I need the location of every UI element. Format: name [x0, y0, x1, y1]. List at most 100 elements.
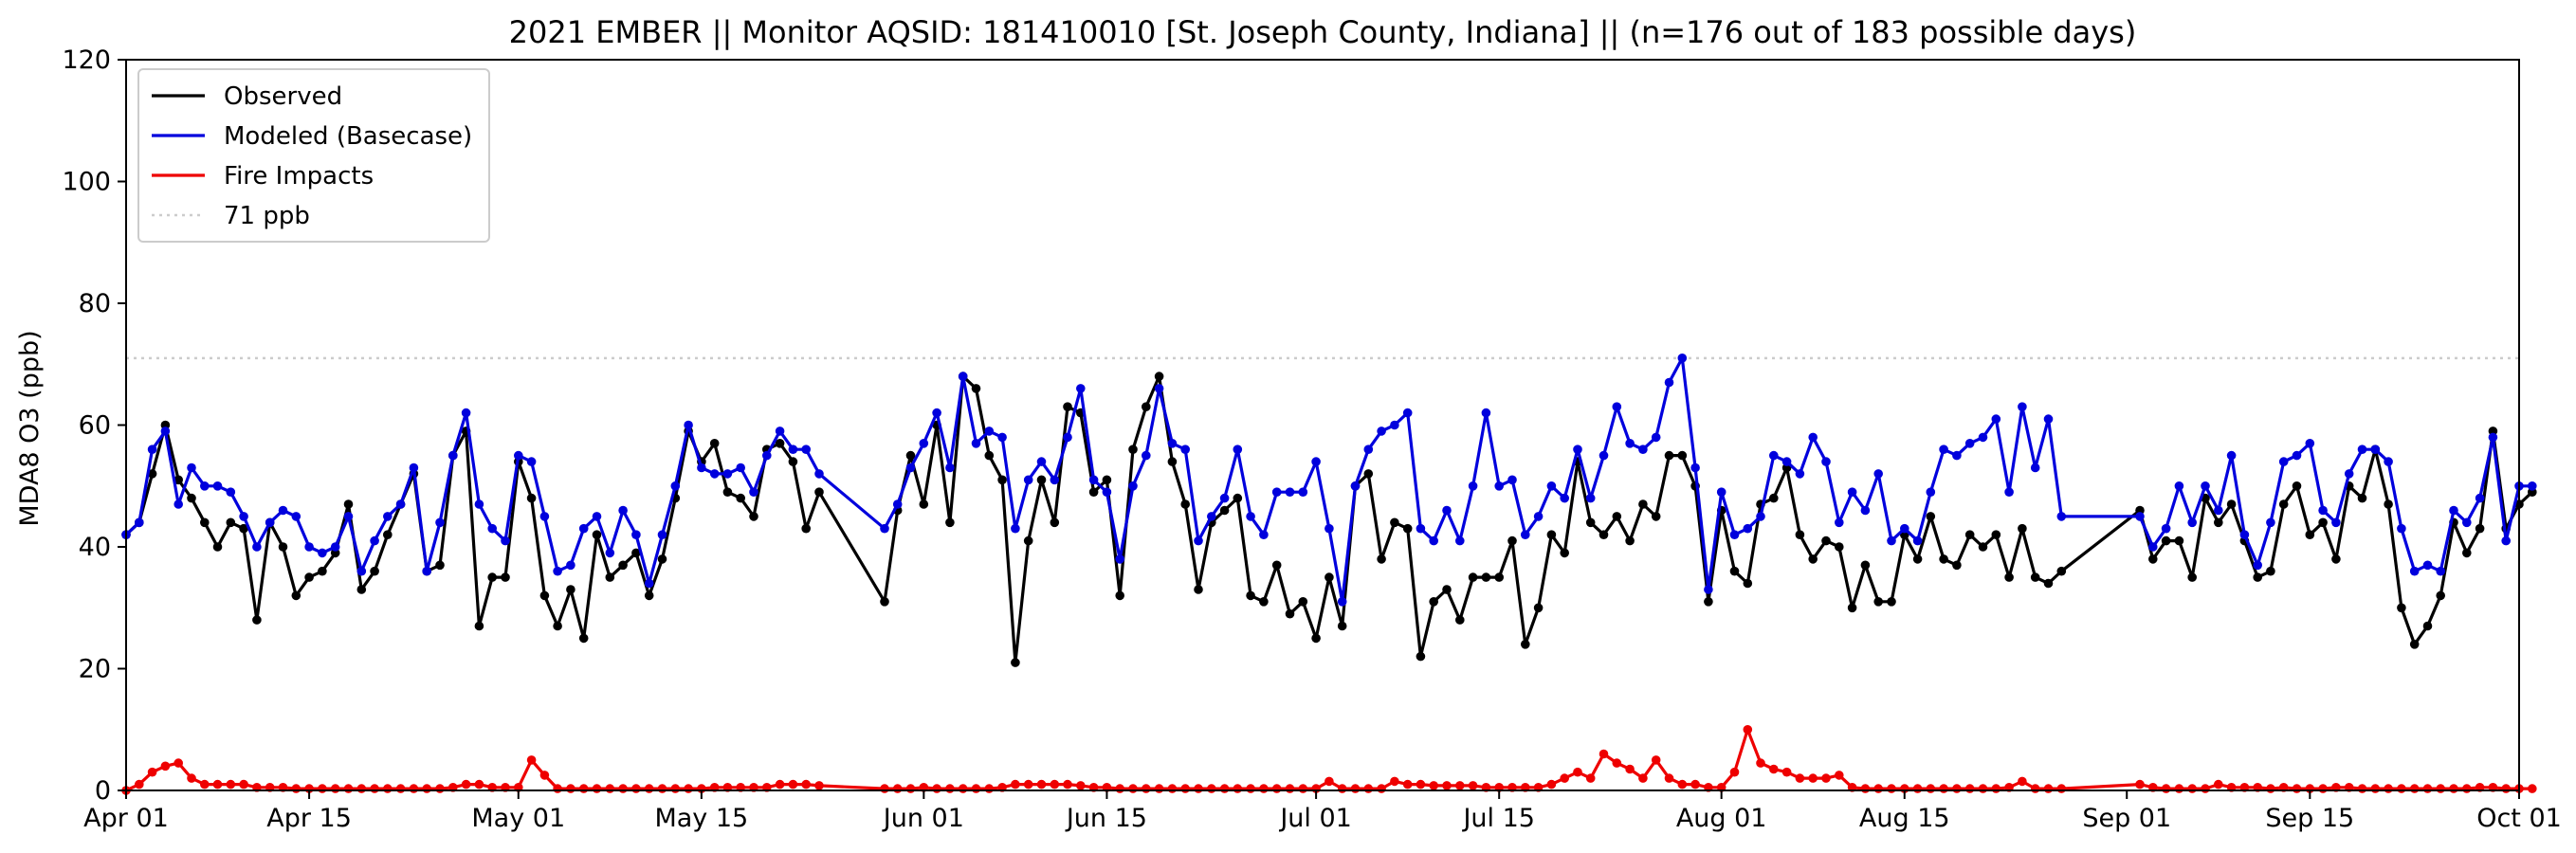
data-point: [2449, 784, 2458, 793]
data-point: [356, 784, 367, 793]
data-point: [605, 548, 615, 558]
data-point: [435, 784, 445, 793]
data-point: [1900, 523, 1909, 534]
data-point: [2018, 523, 2027, 534]
data-point: [1507, 535, 1517, 546]
data-point: [448, 450, 458, 461]
x-tick-label: Sep 15: [2265, 804, 2354, 833]
data-point: [2409, 640, 2420, 649]
data-point: [539, 512, 550, 521]
data-point: [1246, 512, 1255, 521]
data-point: [1769, 493, 1779, 503]
data-point: [1416, 779, 1426, 789]
data-point: [1350, 784, 1361, 793]
data-point: [2266, 517, 2275, 528]
data-point: [1390, 420, 1399, 430]
x-tick-label: May 01: [471, 804, 565, 833]
data-point: [239, 512, 248, 521]
x-tick-label: Aug 15: [1859, 804, 1950, 833]
data-point: [1128, 784, 1138, 793]
data-point: [2226, 450, 2237, 461]
data-point: [1926, 784, 1936, 793]
data-point: [252, 542, 262, 552]
data-point: [435, 517, 445, 528]
data-point: [2148, 554, 2158, 564]
data-point: [187, 493, 196, 503]
data-point: [670, 481, 681, 491]
data-point: [1481, 408, 1491, 418]
data-point: [1337, 597, 1347, 607]
data-point: [1964, 784, 1975, 793]
data-point: [1952, 560, 1962, 571]
data-point: [514, 450, 523, 461]
data-point: [788, 457, 798, 466]
data-point: [709, 469, 720, 479]
data-point: [958, 784, 968, 793]
data-point: [1337, 621, 1347, 631]
data-point: [304, 542, 314, 552]
data-point: [1285, 487, 1295, 497]
data-point: [709, 439, 720, 448]
data-point: [1821, 773, 1831, 783]
data-point: [1873, 784, 1883, 793]
data-point: [2501, 784, 2511, 793]
data-point: [1088, 487, 1099, 497]
data-point: [2004, 487, 2014, 497]
data-point: [1494, 481, 1504, 491]
data-point: [2462, 517, 2472, 528]
data-point: [160, 426, 171, 436]
data-point: [566, 560, 575, 571]
data-point: [2174, 784, 2184, 793]
data-point: [474, 779, 484, 789]
data-point: [1063, 779, 1072, 789]
data-point: [2318, 784, 2328, 793]
data-point: [1036, 779, 1047, 789]
data-point: [461, 408, 471, 418]
data-point: [2030, 784, 2040, 793]
data-point: [932, 408, 941, 418]
data-point: [644, 578, 654, 589]
data-point: [1325, 572, 1334, 582]
data-point: [1481, 572, 1491, 582]
data-point: [2239, 530, 2250, 539]
data-point: [2214, 517, 2223, 528]
data-point: [1873, 597, 1883, 607]
data-point: [1363, 469, 1374, 479]
data-point: [1076, 781, 1086, 790]
data-point: [1821, 535, 1831, 546]
data-point: [1416, 651, 1426, 662]
data-point: [212, 481, 223, 491]
data-point: [905, 450, 916, 461]
data-point: [1991, 784, 2001, 793]
data-point: [971, 439, 981, 448]
data-point: [1860, 784, 1871, 793]
data-point: [1847, 487, 1857, 497]
data-point: [971, 784, 981, 793]
data-point: [2018, 402, 2027, 412]
data-point: [318, 566, 327, 576]
data-point: [749, 487, 758, 497]
data-point: [932, 784, 941, 793]
y-tick-label: 80: [79, 289, 111, 318]
data-point: [1180, 445, 1190, 455]
data-point: [1325, 776, 1334, 787]
data-point: [1560, 493, 1569, 503]
data-point: [318, 784, 327, 793]
data-point: [200, 779, 210, 789]
data-point: [657, 784, 667, 793]
data-point: [1887, 784, 1896, 793]
data-point: [1442, 505, 1452, 516]
data-point: [2384, 499, 2393, 509]
data-point: [814, 781, 824, 790]
data-point: [1677, 354, 1688, 363]
data-point: [618, 784, 628, 793]
data-point: [1468, 572, 1478, 582]
data-point: [1194, 535, 1203, 546]
data-point: [945, 463, 955, 473]
data-point: [174, 475, 183, 485]
data-point: [1442, 781, 1452, 790]
data-point: [2043, 414, 2054, 424]
data-point: [2292, 481, 2302, 491]
data-point: [1167, 457, 1178, 466]
data-point: [1246, 590, 1255, 601]
